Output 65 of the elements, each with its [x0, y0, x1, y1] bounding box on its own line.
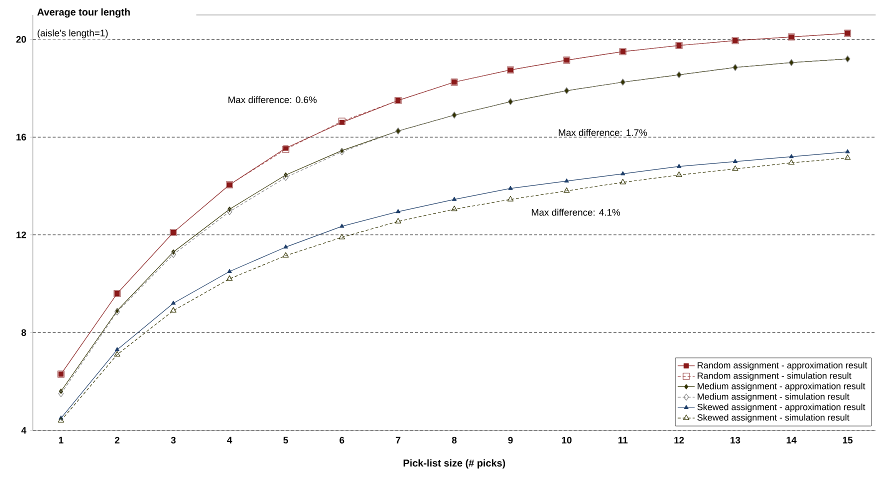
y-tick-label: 20 [16, 36, 26, 43]
y-tick-label: 16 [16, 134, 26, 140]
x-tick-label: 15 [842, 436, 853, 444]
point [171, 300, 176, 305]
y-tick-label: 8 [21, 329, 26, 336]
y-tick-label: 12 [16, 232, 26, 238]
x-tick-label: 3 [170, 436, 176, 444]
point [170, 250, 176, 258]
legend-label: Skewed assignment - simulation result [697, 414, 850, 422]
point [676, 164, 682, 168]
point [845, 149, 850, 154]
annotation: Max difference: 4.1% [532, 208, 620, 216]
x-tick-label: 13 [730, 436, 740, 444]
annotation: Max difference: 0.6% [228, 96, 317, 104]
point [732, 165, 738, 171]
point [114, 347, 120, 352]
point [340, 224, 344, 228]
x-tick-label: 11 [618, 436, 628, 444]
point [282, 252, 289, 258]
point [732, 158, 738, 163]
legend-label: Random assignment - simulation result [698, 372, 852, 381]
chart-title: Average tour length [37, 8, 130, 18]
point [396, 209, 400, 214]
x-tick-label: 6 [340, 436, 344, 444]
x-tick-label: 14 [786, 436, 797, 444]
legend-label: Medium assignment - approximation result [698, 382, 866, 392]
point [283, 244, 288, 248]
y-tick-label: 4 [21, 427, 26, 434]
point [114, 351, 120, 356]
point [676, 171, 682, 177]
x-tick-label: 10 [562, 436, 572, 444]
point [564, 178, 569, 182]
point [452, 196, 457, 201]
point [226, 208, 232, 216]
legend-label: Skewed assignment - approximation result [697, 404, 866, 412]
x-tick-label: 12 [674, 436, 684, 444]
text: (aisle's length=1) [38, 29, 108, 38]
point [170, 307, 176, 312]
point [508, 186, 513, 190]
legend-label: Medium assignment - simulation result [698, 393, 850, 402]
point [788, 159, 794, 165]
point [395, 218, 402, 224]
x-axis-title: Pick-list size (# picks) [404, 459, 506, 468]
point [620, 178, 626, 184]
legend-label: Random assignment - approximation result [698, 362, 868, 370]
point [226, 275, 233, 281]
x-tick-label: 8 [452, 436, 457, 444]
point [338, 234, 345, 240]
point [789, 154, 794, 158]
x-tick-label: 1 [58, 436, 64, 444]
point [620, 171, 626, 176]
point [564, 187, 570, 193]
point [283, 174, 288, 181]
x-tick-label: 5 [283, 436, 288, 444]
x-tick-label: 4 [227, 436, 232, 444]
x-tick-label: 2 [114, 436, 120, 444]
x-tick-label: 9 [508, 436, 513, 444]
point [58, 390, 64, 398]
point [844, 154, 851, 160]
point [451, 206, 458, 212]
point [58, 417, 64, 422]
point [507, 196, 514, 202]
annotation: Max difference: 1.7% [558, 128, 648, 136]
x-tick-label: 7 [396, 436, 400, 444]
point [227, 268, 232, 273]
